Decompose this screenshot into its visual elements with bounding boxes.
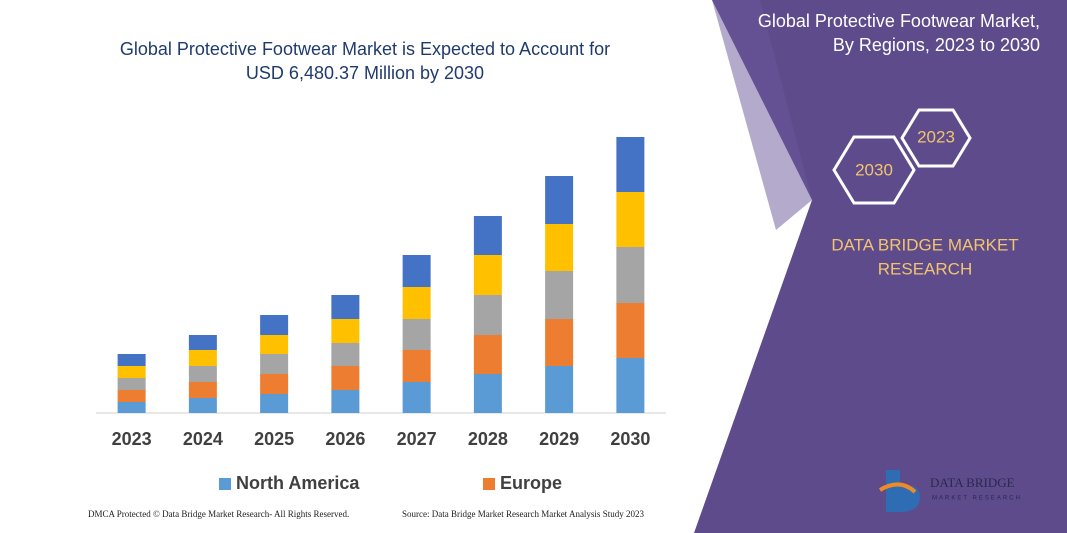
bar-segment (545, 319, 574, 366)
x-tick-label: 2024 (183, 429, 223, 449)
bar-segment (473, 255, 502, 295)
bar-segment (331, 366, 360, 390)
x-tick-label: 2026 (325, 429, 365, 449)
bar-segment (402, 319, 431, 350)
brand: RESEARCH (878, 259, 972, 278)
footer-right: Source: Data Bridge Market Research Mark… (402, 509, 644, 519)
bar-segment (117, 390, 146, 402)
bar-segment (545, 366, 574, 413)
bar-segment (473, 295, 502, 335)
legend-swatch (483, 478, 495, 490)
logo-icon (886, 470, 920, 512)
hexagon (832, 135, 916, 205)
logo-text: DATA BRIDGE (930, 475, 1015, 490)
bar-segment (260, 315, 289, 335)
panel-accent (712, 0, 812, 230)
bar-segment (331, 343, 360, 366)
panel-heading: By Regions, 2023 to 2030 (833, 35, 1040, 55)
hexagon (900, 108, 972, 168)
bar-segment (545, 271, 574, 319)
bar-segment (117, 354, 146, 366)
bar-segment (188, 382, 217, 398)
x-tick-label: 2028 (468, 429, 508, 449)
footer-left: DMCA Protected © Data Bridge Market Rese… (88, 509, 349, 519)
x-tick-label: 2027 (397, 429, 437, 449)
bar-segment (117, 366, 146, 378)
x-tick-label: 2030 (610, 429, 650, 449)
bar-segment (331, 295, 360, 319)
x-tick-label: 2023 (112, 429, 152, 449)
bar-segment (188, 350, 217, 366)
bar-segment (616, 358, 645, 413)
bar-segment (260, 335, 289, 354)
bar-segment (616, 303, 645, 358)
bar-segment (260, 354, 289, 374)
x-tick-label: 2025 (254, 429, 294, 449)
bar-segment (331, 390, 360, 413)
chart-title: Global Protective Footwear Market is Exp… (120, 39, 610, 59)
bar-segment (188, 366, 217, 382)
bar-segment (402, 350, 431, 382)
logo-text: MARKET RESEARCH (932, 496, 1022, 502)
hex-label: 2023 (917, 127, 955, 146)
brand: DATA BRIDGE MARKET (831, 235, 1018, 254)
bar-segment (402, 255, 431, 287)
bar-segment (473, 335, 502, 374)
logo-swoosh (878, 482, 917, 494)
bar-segment (117, 378, 146, 390)
hex-label: 2030 (855, 160, 893, 179)
bar-segment (616, 137, 645, 192)
bar-segment (260, 374, 289, 394)
bar-segment (545, 224, 574, 271)
bar-segment (473, 374, 502, 413)
bar-segment (188, 335, 217, 350)
bar-segment (616, 247, 645, 303)
bar-segment (331, 319, 360, 343)
bar-segment (117, 402, 146, 413)
bar-segment (188, 398, 217, 413)
bar-segment (473, 216, 502, 255)
legend-label: Europe (500, 473, 562, 493)
chart-title: USD 6,480.37 Million by 2030 (246, 63, 484, 83)
panel-heading: Global Protective Footwear Market, (758, 11, 1040, 31)
legend-swatch (219, 478, 231, 490)
bar-segment (260, 394, 289, 413)
bar-segment (402, 287, 431, 319)
bar-segment (402, 382, 431, 413)
bar-segment (616, 192, 645, 247)
bar-segment (545, 176, 574, 224)
legend-label: North America (236, 473, 360, 493)
x-tick-label: 2029 (539, 429, 579, 449)
